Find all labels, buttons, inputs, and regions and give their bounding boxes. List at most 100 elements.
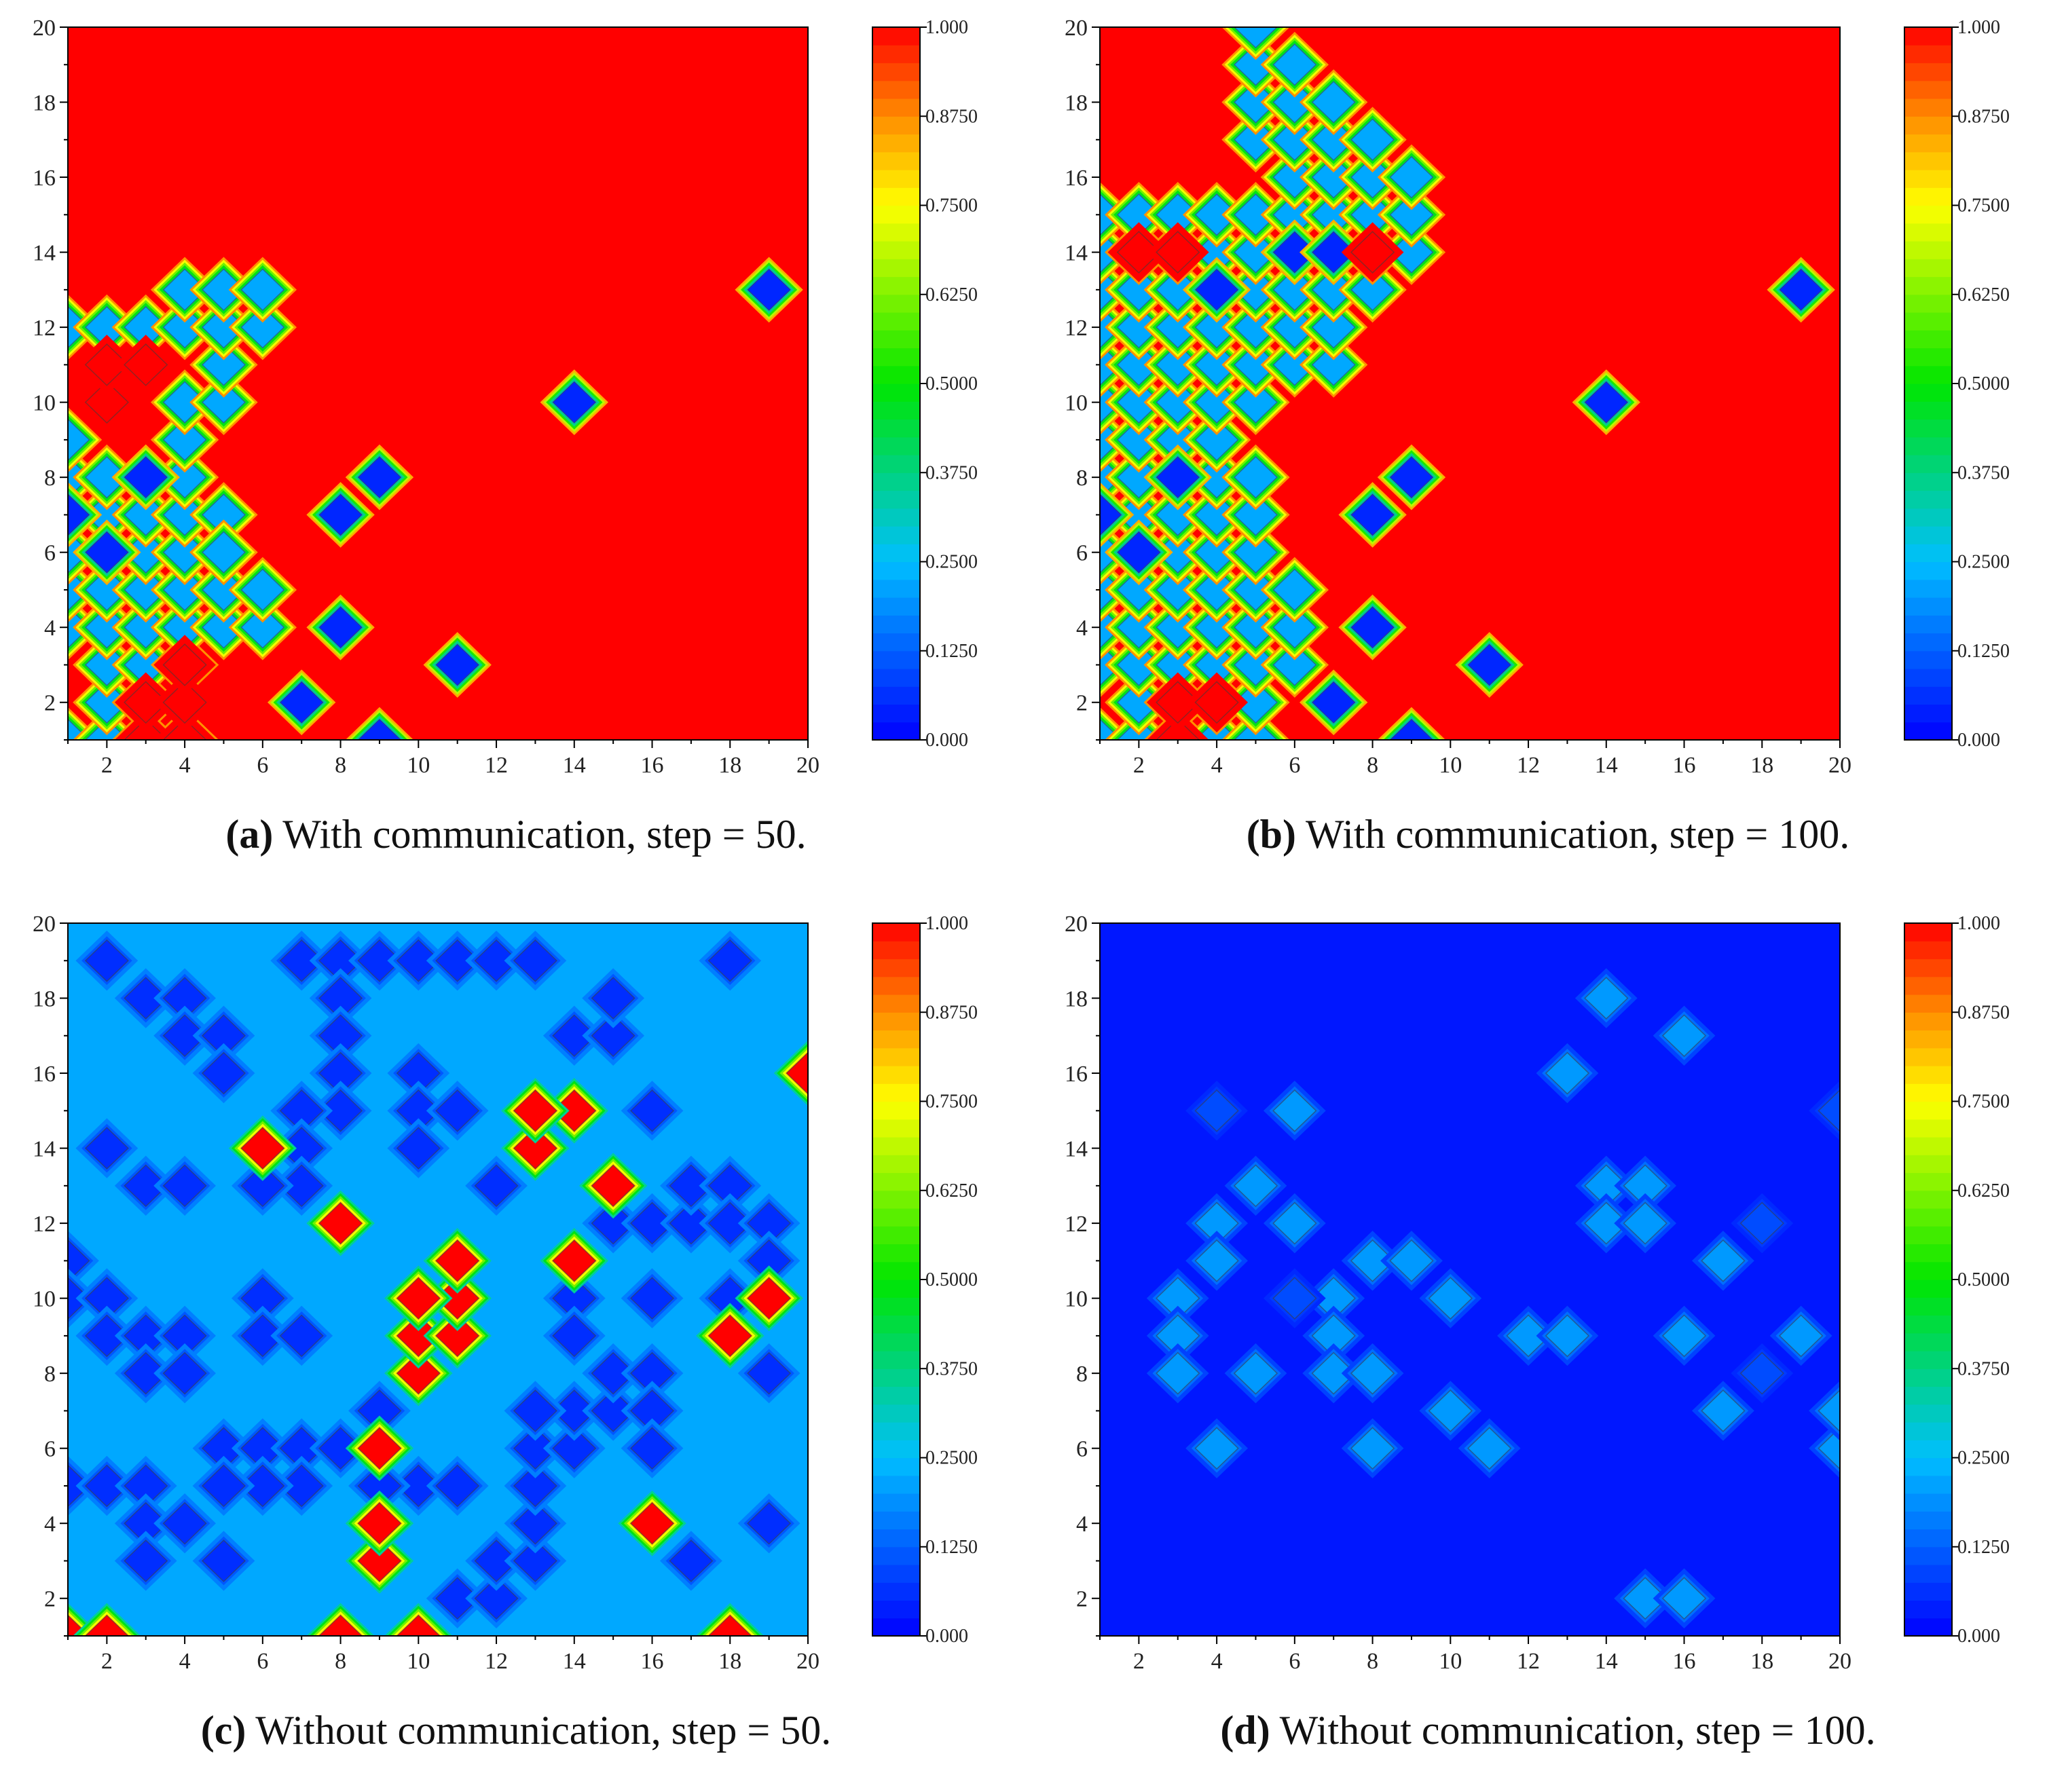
colorbar-band	[872, 1137, 920, 1155]
contour-cell	[1156, 231, 1200, 274]
colorbar-tick-label: 0.3750	[925, 1358, 978, 1379]
contour-cell	[435, 939, 480, 982]
contour-cell	[1661, 1014, 1707, 1058]
contour-cell	[318, 605, 363, 649]
contour-chart-d: 2 4 6 8 10 12 14 16 18 20 2 4 6 8 10 12 14 16 18 20 0.000 0.1…	[1065, 912, 2010, 1674]
colorbar-band	[872, 1066, 920, 1084]
colorbar-band	[1904, 436, 1952, 455]
colorbar-band	[872, 1030, 920, 1049]
colorbar-band	[872, 455, 920, 473]
contour-cell	[396, 1277, 441, 1320]
contour-cell	[1428, 1277, 1473, 1320]
contour-cell	[1467, 643, 1512, 686]
contour-cell	[162, 1351, 207, 1395]
colorbar-band	[872, 1332, 920, 1351]
colorbar-band	[1904, 976, 1952, 995]
colorbar-band	[1904, 1012, 1952, 1031]
contour-cell	[1701, 1389, 1746, 1432]
colorbar-band	[872, 704, 920, 723]
contour-chart-a: 2 4 6 8 10 12 14 16 18 20 2 4 6 8 10 12 14 16 18 20 0.000 0.1…	[33, 16, 978, 778]
x-tick-label: 10	[1439, 753, 1462, 778]
colorbar-band	[1904, 1172, 1952, 1191]
colorbar-band	[1904, 1565, 1952, 1583]
contour-cell	[84, 1614, 130, 1636]
caption-d: (d) Without communication, step = 100.	[1032, 1707, 2064, 1754]
contour-cell	[396, 1351, 441, 1395]
contour-cell	[1311, 681, 1356, 724]
contour-cell	[1156, 681, 1200, 724]
x-tick-label: 8	[1367, 1649, 1378, 1674]
colorbar-tick-label: 1.000	[1957, 17, 2000, 38]
colorbar-band	[1904, 490, 1952, 509]
colorbar-tick-label: 0.3750	[925, 462, 978, 483]
contour-cell	[552, 1427, 597, 1470]
contour-cell	[1156, 1351, 1200, 1395]
y-tick-label: 4	[44, 616, 56, 641]
contour-cell	[124, 1351, 168, 1395]
contour-cell	[1623, 1201, 1667, 1245]
colorbar-band	[872, 436, 920, 455]
colorbar-band	[872, 419, 920, 438]
colorbar-tick-label: 1.000	[925, 17, 968, 38]
colorbar-band	[1904, 1155, 1952, 1174]
contour-cell	[669, 1201, 714, 1245]
y-tick-label: 20	[1065, 912, 1088, 937]
contour-cell	[124, 977, 168, 1020]
contour-cell	[435, 1314, 480, 1358]
contour-cell	[1156, 455, 1200, 499]
colorbar-band	[872, 490, 920, 509]
colorbar-band	[872, 1600, 920, 1619]
colorbar-band	[1904, 1066, 1952, 1084]
contour-cell	[240, 605, 285, 649]
x-tick-label: 14	[563, 1649, 586, 1674]
colorbar-band	[1904, 241, 1952, 259]
contour-cell	[552, 381, 597, 424]
x-tick-label: 10	[1439, 1649, 1462, 1674]
colorbar-band	[1904, 561, 1952, 580]
y-tick-label: 20	[33, 16, 56, 41]
caption-letter: (d)	[1220, 1708, 1270, 1753]
colorbar-band	[872, 205, 920, 224]
x-tick-label: 20	[796, 753, 819, 778]
contour-cell	[68, 418, 90, 462]
contour-cell	[1545, 1051, 1590, 1095]
contour-cell	[1194, 418, 1239, 462]
contour-cell	[1389, 193, 1434, 236]
contour-cell	[201, 1539, 246, 1582]
colorbar-band	[872, 561, 920, 580]
colorbar-tick-label: 0.000	[1957, 1626, 2000, 1647]
contour-cell	[629, 1501, 675, 1545]
colorbar-band	[872, 1190, 920, 1209]
contour-cell	[513, 1127, 558, 1170]
colorbar-band	[872, 1047, 920, 1066]
colorbar-band	[872, 1511, 920, 1530]
colorbar-band	[872, 348, 920, 367]
contour-cell	[1506, 1314, 1551, 1358]
colorbar-band	[872, 1280, 920, 1298]
colorbar-band	[872, 1208, 920, 1227]
contour-cell	[318, 493, 363, 536]
y-tick-label: 20	[1065, 16, 1088, 41]
contour-cell	[1467, 1427, 1512, 1470]
y-tick-label: 10	[1065, 391, 1088, 416]
contour-cell	[513, 1389, 558, 1432]
contour-cell	[1584, 1201, 1629, 1245]
colorbar-tick-label: 0.5000	[1957, 1269, 2010, 1290]
colorbar-band	[872, 1351, 920, 1369]
colorbar-band	[1904, 633, 1952, 652]
x-tick-label: 18	[718, 753, 741, 778]
y-tick-label: 2	[1076, 691, 1088, 716]
y-tick-label: 6	[1076, 541, 1088, 566]
contour-chart-b: 2 4 6 8 10 12 14 16 18 20 2 4 6 8 10 12 14 16 18 20 0.000 0.1…	[1065, 16, 2010, 778]
colorbar-band	[872, 579, 920, 598]
contour-cell	[124, 681, 168, 724]
colorbar-band	[1904, 187, 1952, 206]
x-tick-label: 8	[335, 753, 346, 778]
colorbar-band	[872, 544, 920, 563]
colorbar-band	[1904, 455, 1952, 473]
colorbar-band	[872, 1368, 920, 1387]
colorbar-band	[872, 1475, 920, 1494]
panel-b: 2 4 6 8 10 12 14 16 18 20 2 4 6 8 10 12 14 16 18 20 0.000 0.1…	[1032, 0, 2064, 896]
colorbar-band	[1904, 1351, 1952, 1369]
contour-cell	[591, 1014, 635, 1058]
